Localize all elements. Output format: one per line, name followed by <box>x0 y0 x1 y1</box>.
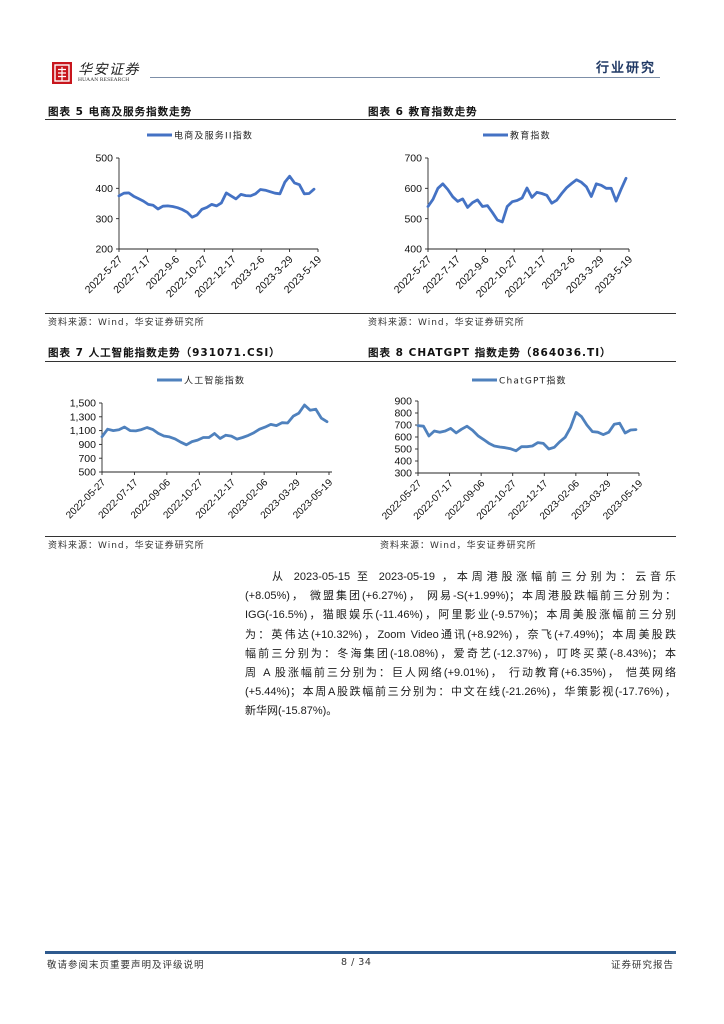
paragraph-line: IGG(-16.5%)，猫眼娱乐(-11.46%)，阿里影业(-9.57%)；本… <box>245 609 676 622</box>
y-tick-label: 1,500 <box>70 398 96 410</box>
y-tick-label: 800 <box>394 408 412 420</box>
y-tick-label: 700 <box>78 453 96 465</box>
weekly-movers-paragraph: 从 2023-05-15 至 2023-05-19 ，本周港股涨幅前三分别为：云… <box>245 568 676 722</box>
paragraph-line: 新华网(-15.87%)。 <box>245 705 338 718</box>
paragraph-line: (+8.05%)， 微盟集团(+6.27%)， 网易-S(+1.99%)；本周港… <box>245 590 676 603</box>
y-tick-label: 300 <box>95 213 113 225</box>
y-tick-label: 500 <box>404 213 422 225</box>
y-tick-label: 1,300 <box>70 411 96 423</box>
ai-index-chart: 5007009001,1001,3001,5002022-05-272022-0… <box>64 374 335 521</box>
brand-name-cn: 华安证券 <box>78 62 140 78</box>
footer-doc-type: 证券研究报告 <box>611 960 675 971</box>
legend-label: ChatGPT指数 <box>499 374 567 386</box>
legend-label: 电商及服务II指数 <box>174 129 253 141</box>
y-tick-label: 500 <box>394 444 412 456</box>
y-tick-label: 400 <box>394 456 412 468</box>
footer-disclaimer: 敬请参阅末页重要声明及评级说明 <box>47 960 205 971</box>
paragraph-line: 从 2023-05-15 至 2023-05-19 ，本周港股涨幅前三分别为：云… <box>272 571 676 583</box>
figure-7-title: 图表 7 人工智能指数走势（931071.CSI） <box>48 347 281 359</box>
paragraph-line: 幅前三分别为：冬海集团(-18.08%)，爱奇艺(-12.37%)，叮咚买菜(-… <box>245 647 676 660</box>
paragraph-line: 周 A 股涨幅前三分别为：巨人网络(+9.01%)， 行动教育(+6.35%)，… <box>245 666 676 679</box>
header-divider <box>150 77 660 78</box>
data-line <box>117 174 316 219</box>
data-line <box>426 176 628 224</box>
footer-divider <box>45 951 676 954</box>
paragraph-line: 为：英伟达(+10.32%)，Zoom Video通讯(+8.92%)，奈飞(+… <box>245 628 676 641</box>
figure-8-source: 资料来源：Wind，华安证券研究所 <box>380 541 537 551</box>
y-tick-label: 500 <box>78 467 96 479</box>
figure-row2-title-rule <box>45 361 676 362</box>
chatgpt-index-chart: 3004005006007008009002022-05-272022-07-1… <box>380 374 645 522</box>
figure-8-title: 图表 8 CHATGPT 指数走势（864036.TI） <box>368 347 612 359</box>
brand-name-en: HUAAN RESEARCH <box>78 77 130 83</box>
huaan-logo-icon <box>52 62 72 84</box>
page-number: 8 / 34 <box>341 957 372 968</box>
y-tick-label: 500 <box>95 153 113 165</box>
y-tick-label: 900 <box>394 396 412 408</box>
y-tick-label: 200 <box>95 244 113 256</box>
y-tick-label: 400 <box>95 183 113 195</box>
y-tick-label: 300 <box>394 468 412 480</box>
y-tick-label: 600 <box>404 183 422 195</box>
data-line <box>416 411 638 453</box>
legend-label: 人工智能指数 <box>184 374 245 386</box>
y-tick-label: 600 <box>394 432 412 444</box>
figure-6-source: 资料来源：Wind，华安证券研究所 <box>368 318 525 328</box>
ecommerce-index-chart: 2003004005002022-5-272022-7-172022-9-620… <box>83 129 324 300</box>
figure-6-title: 图表 6 教育指数走势 <box>368 106 478 118</box>
figure-row1-source-rule <box>45 313 676 314</box>
y-tick-label: 400 <box>404 244 422 256</box>
y-tick-label: 1,100 <box>70 425 96 437</box>
figure-7-source: 资料来源：Wind，华安证券研究所 <box>48 541 205 551</box>
y-tick-label: 700 <box>404 153 422 165</box>
figure-row2-source-rule <box>45 536 676 537</box>
paragraph-line: (+5.44%)；本周A股跌幅前三分别为：中文在线(-21.26%)，华策影视(… <box>245 686 676 699</box>
education-index-chart: 4005006007002022-5-272022-7-172022-9-620… <box>392 129 635 300</box>
figure-5-source: 资料来源：Wind，华安证券研究所 <box>48 318 205 328</box>
data-line <box>100 403 329 447</box>
report-section-label: 行业研究 <box>596 61 657 76</box>
y-tick-label: 700 <box>394 420 412 432</box>
figure-5-title: 图表 5 电商及服务指数走势 <box>48 106 193 118</box>
figure-row1-title-rule <box>45 119 676 120</box>
legend-label: 教育指数 <box>510 129 551 141</box>
y-tick-label: 900 <box>78 439 96 451</box>
